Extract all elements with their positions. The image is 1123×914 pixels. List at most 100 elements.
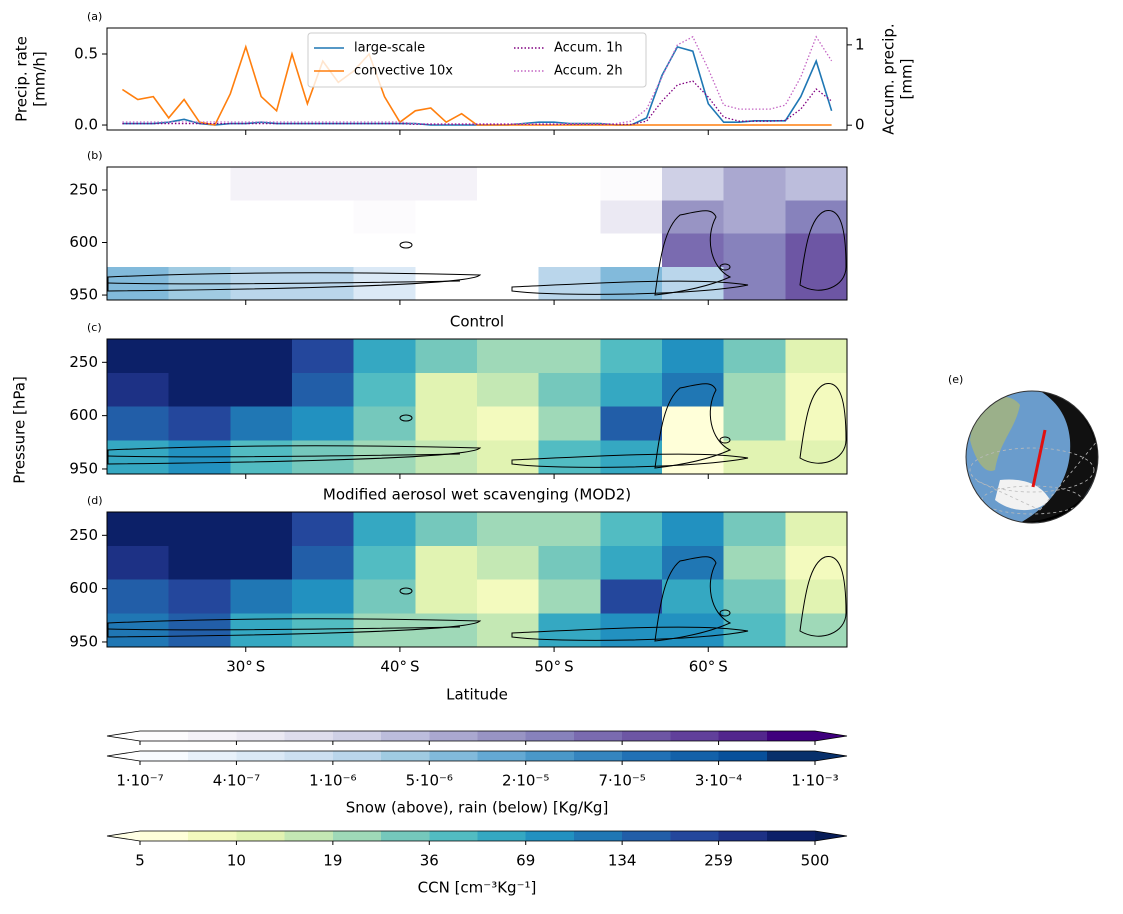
heat-cell bbox=[785, 233, 847, 267]
colorbar-bin bbox=[332, 831, 382, 841]
y2-axis-label: Accum. precip. bbox=[880, 23, 898, 134]
heat-cell bbox=[107, 512, 169, 546]
heat-cell bbox=[600, 512, 662, 546]
y-tick-label: 0.5 bbox=[74, 44, 98, 62]
heat-cell bbox=[292, 579, 354, 614]
heat-cell bbox=[662, 233, 724, 267]
heat-cell bbox=[600, 613, 662, 647]
colorbar-label: Snow (above), rain (below) [Kg/Kg] bbox=[346, 799, 609, 817]
heat-cell bbox=[662, 440, 724, 474]
heat-cell bbox=[723, 512, 786, 546]
heat-cell bbox=[662, 372, 724, 407]
y-axis-label: [mm/h] bbox=[31, 51, 49, 107]
heat-cell bbox=[415, 372, 477, 407]
colorbar-bin bbox=[236, 731, 286, 741]
colorbar-bin bbox=[622, 751, 671, 761]
y2-tick-label: 1 bbox=[855, 35, 865, 53]
heat-cell bbox=[168, 545, 231, 580]
colorbar-bin bbox=[188, 731, 237, 741]
heat-cell bbox=[107, 613, 169, 647]
heat-cell bbox=[415, 440, 477, 474]
heat-cell bbox=[723, 406, 786, 441]
colorbar-bin bbox=[140, 751, 189, 761]
y2-tick-label: 0 bbox=[855, 116, 865, 134]
heat-cell bbox=[230, 406, 292, 441]
colorbar-tick-label: 19 bbox=[323, 852, 342, 870]
heat-cell bbox=[723, 613, 786, 647]
heat-cell bbox=[107, 372, 169, 407]
y-tick-label: 250 bbox=[69, 180, 98, 198]
y-axis-label: Precip. rate bbox=[13, 36, 31, 122]
y-tick-label: 950 bbox=[69, 286, 98, 304]
colorbar-bin bbox=[573, 751, 623, 761]
colorbar-extension bbox=[815, 751, 847, 761]
axes-frame bbox=[106, 338, 848, 475]
x-tick-label: 30° S bbox=[226, 658, 265, 676]
heat-cell bbox=[292, 406, 354, 441]
heat-cell bbox=[230, 579, 292, 614]
heat-cell bbox=[477, 339, 539, 373]
colorbar-bin bbox=[429, 751, 478, 761]
heat-cell bbox=[785, 167, 847, 201]
heat-cell bbox=[477, 440, 539, 474]
heat-cell bbox=[415, 512, 477, 546]
colorbar-bin bbox=[670, 731, 720, 741]
heat-cell bbox=[662, 512, 724, 546]
colorbar-tick-label: 1·10⁻⁷ bbox=[116, 772, 163, 790]
colorbar-bin bbox=[718, 731, 768, 741]
heat-cell bbox=[600, 579, 662, 614]
heat-cell bbox=[785, 266, 847, 300]
colorbar-tick-label: 1·10⁻⁶ bbox=[309, 772, 356, 790]
colorbar-bin bbox=[525, 751, 575, 761]
colorbar-bin bbox=[573, 731, 623, 741]
colorbar-bin bbox=[332, 731, 382, 741]
heat-cell bbox=[415, 613, 477, 647]
heat-cell bbox=[538, 406, 601, 441]
heat-cell bbox=[107, 545, 169, 580]
panel-title: Modified aerosol wet scavenging (MOD2) bbox=[323, 486, 631, 504]
heat-cell bbox=[785, 372, 847, 407]
y-tick-label: 600 bbox=[69, 579, 98, 597]
heat-cell bbox=[600, 406, 662, 441]
y-tick-label: 250 bbox=[69, 353, 98, 371]
heat-cell bbox=[662, 167, 724, 201]
colorbar-tick-label: 3·10⁻⁴ bbox=[695, 772, 742, 790]
y-axis-label: Pressure [hPa] bbox=[11, 376, 29, 484]
legend-label: convective 10x bbox=[354, 64, 453, 79]
heat-cell bbox=[723, 545, 786, 580]
x-tick-label: 60° S bbox=[689, 658, 728, 676]
colorbar-bin bbox=[381, 731, 430, 741]
heat-cell bbox=[292, 167, 354, 201]
heat-cell bbox=[600, 266, 662, 300]
y2-axis-label: [mm] bbox=[898, 59, 916, 100]
heat-cell bbox=[662, 406, 724, 441]
heat-cell bbox=[785, 339, 847, 373]
plots: (a) 0.0 0.5 0 1 Precip. rate [mm/h] Accum. prec… bbox=[13, 10, 916, 897]
heat-cell bbox=[723, 339, 786, 373]
colorbar-tick-label: 10 bbox=[227, 852, 246, 870]
colorbar-bin bbox=[381, 831, 430, 841]
heat-cell bbox=[292, 512, 354, 546]
heat-cell bbox=[353, 512, 416, 546]
heat-cell bbox=[107, 339, 169, 373]
colorbar-extension bbox=[815, 731, 847, 741]
colorbar-tick-label: 500 bbox=[801, 852, 830, 870]
colorbar-bin bbox=[718, 831, 768, 841]
colorbar-bin bbox=[670, 831, 720, 841]
panel-label: (d) bbox=[87, 494, 103, 507]
heat-cell bbox=[785, 406, 847, 441]
legend-label: Accum. 2h bbox=[554, 64, 623, 79]
heat-cell bbox=[168, 406, 231, 441]
colorbar-bin bbox=[525, 831, 575, 841]
y-tick-label: 950 bbox=[69, 459, 98, 477]
colorbar-bin bbox=[429, 831, 478, 841]
heat-cell bbox=[230, 372, 292, 407]
colorbar-tick-label: 2·10⁻⁵ bbox=[502, 772, 549, 790]
colorbar-bin bbox=[670, 751, 720, 761]
heat-cell bbox=[477, 512, 539, 546]
heat-cell bbox=[477, 545, 539, 580]
heat-cell bbox=[415, 406, 477, 441]
heat-cell bbox=[662, 545, 724, 580]
heat-cell bbox=[600, 200, 662, 234]
colorbar-tick-label: 134 bbox=[608, 852, 637, 870]
